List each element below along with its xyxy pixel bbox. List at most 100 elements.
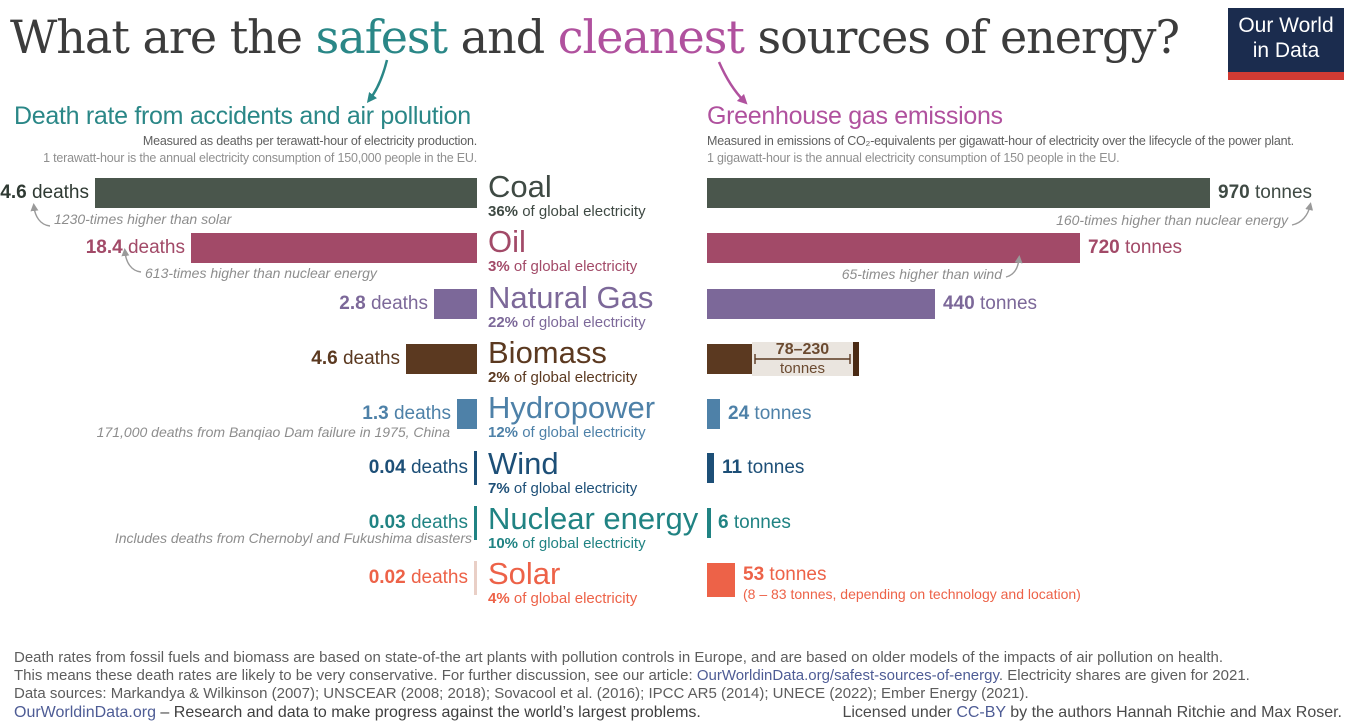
wind-label: Wind 7% of global electricity (488, 447, 637, 497)
natural-gas-deaths-unit: deaths (370, 293, 428, 314)
natural-gas-label: Natural Gas 22% of global electricity (488, 281, 653, 331)
footer-line2-post: . Electricity shares are given for 2021. (998, 667, 1250, 684)
nuclear-name: Nuclear energy (488, 501, 699, 536)
wind-death-bar (474, 451, 477, 485)
footer-article-link[interactable]: OurWorldinData.org/safest-sources-of-ene… (696, 667, 999, 684)
right-panel-subtitle1: Measured in emissions of CO₂-equivalents… (707, 134, 1294, 148)
page-title: What are the safest and cleanest sources… (10, 10, 1180, 64)
natural-gas-share: 22% of global electricity (488, 314, 646, 331)
oil-tonnes-number: 720 (1088, 237, 1120, 258)
coal-death-bar (95, 178, 477, 208)
oil-tonnes-value: 720 tonnes (1088, 233, 1182, 263)
oil-emission-bar (707, 233, 1080, 263)
left-panel-heading: Death rate from accidents and air pollut… (14, 102, 471, 130)
hydropower-deaths-annotation: 171,000 deaths from Banqiao Dam failure … (96, 424, 450, 440)
nuclear-share: 10% of global electricity (488, 535, 646, 552)
coal-name: Coal (488, 169, 552, 204)
footer-owid-line: OurWorldinData.org – Research and data t… (14, 704, 701, 721)
solar-death-bar (474, 561, 477, 595)
nuclear-tonnes-number: 6 (718, 512, 729, 533)
hydropower-share: 12% of global electricity (488, 424, 646, 441)
hydropower-deaths-number: 1.3 (362, 403, 389, 424)
hydropower-tonnes-number: 24 (728, 403, 750, 424)
solar-tonnes-number: 53 (743, 564, 765, 585)
natural-gas-tonnes-unit: tonnes (979, 293, 1038, 314)
nuclear-tonnes-unit: tonnes (733, 512, 791, 533)
solar-label: Solar 4% of global electricity (488, 557, 637, 607)
hydropower-tonnes-value: 24 tonnes (728, 399, 811, 429)
cleanest-arrow (717, 61, 748, 105)
nuclear-emission-bar (707, 508, 711, 538)
license-post: by the authors Hannah Ritchie and Max Ro… (1005, 704, 1342, 721)
hydropower-name: Hydropower (488, 390, 656, 425)
footer-line2: This means these death rates are likely … (14, 667, 1250, 684)
natural-gas-deaths-value: 2.8 deaths (339, 289, 428, 319)
natural-gas-death-bar (434, 289, 477, 319)
oil-deaths-unit: deaths (127, 237, 185, 258)
coal-deaths-unit: deaths (31, 182, 89, 203)
footer-license: Licensed under CC-BY by the authors Hann… (842, 704, 1342, 721)
biomass-deaths-value: 4.6 deaths (311, 344, 400, 374)
natural-gas-tonnes-value: 440 tonnes (943, 289, 1037, 319)
coal-deaths-value: 24.6 deaths (0, 178, 89, 208)
biomass-death-bar (406, 344, 477, 374)
left-panel-subtitle1: Measured as deaths per terawatt-hour of … (142, 134, 477, 148)
wind-tonnes-unit: tonnes (747, 457, 805, 478)
right-panel-subtitle2: 1 gigawatt-hour is the annual electricit… (707, 151, 1120, 165)
solar-deaths-number: 0.02 (368, 567, 406, 588)
title-part3: sources of energy? (743, 10, 1180, 64)
nuclear-deaths-unit: deaths (410, 512, 468, 533)
coal-tonnes-number: 970 (1218, 182, 1250, 203)
solar-tonnes-unit: tonnes (769, 564, 827, 585)
footer-line2-pre: This means these death rates are likely … (14, 667, 697, 684)
footer-owid-tagline: – Research and data to make progress aga… (155, 704, 701, 721)
left-panel-subtitle2: 1 terawatt-hour is the annual electricit… (43, 151, 477, 165)
hydropower-deaths-unit: deaths (393, 403, 451, 424)
nuclear-label: Nuclear energy 10% of global electricity (488, 502, 698, 552)
coal-deaths-annotation-arrow (30, 203, 51, 227)
owid-logo: Our World in Data (1228, 8, 1344, 80)
oil-label: Oil 3% of global electricity (488, 225, 637, 275)
wind-deaths-number: 0.04 (368, 457, 406, 478)
oil-tonnes-unit: tonnes (1124, 237, 1183, 258)
title-word-safest: safest (315, 10, 448, 64)
hydropower-deaths-value: 1.3 deaths (362, 399, 451, 429)
solar-share: 4% of global electricity (488, 590, 638, 607)
natural-gas-deaths-number: 2.8 (339, 293, 366, 314)
oil-name: Oil (488, 224, 526, 259)
natural-gas-tonnes-number: 440 (943, 293, 975, 314)
footer-line1: Death rates from fossil fuels and biomas… (14, 649, 1224, 666)
nuclear-deaths-value: 0.03 deaths (369, 508, 468, 538)
title-word-cleanest: cleanest (557, 10, 745, 64)
biomass-deaths-number: 4.6 (311, 348, 338, 369)
biomass-name: Biomass (488, 335, 607, 370)
nuclear-deaths-annotation: Includes deaths from Chernobyl and Fukus… (114, 530, 472, 546)
coal-deaths-annotation: 1230-times higher than solar (54, 211, 232, 227)
solar-emission-bar (707, 563, 735, 597)
wind-name: Wind (488, 446, 559, 481)
wind-emission-bar (707, 453, 714, 483)
solar-deaths-unit: deaths (410, 567, 468, 588)
oil-emission-annotation: 65-times higher than wind (841, 266, 1002, 282)
solar-name: Solar (488, 556, 561, 591)
oil-deaths-number: 18.4 (85, 237, 123, 258)
owid-home-link[interactable]: OurWorldinData.org (14, 704, 156, 721)
oil-share: 3% of global electricity (488, 258, 638, 275)
cc-by-link[interactable]: CC-BY (956, 704, 1006, 721)
title-part2: and (447, 10, 558, 64)
oil-deaths-value: 18.4 deaths (86, 233, 185, 263)
coal-share: 36% of global electricity (488, 203, 646, 220)
wind-tonnes-value: 11 tonnes (722, 453, 804, 483)
coal-tonnes-unit: tonnes (1254, 182, 1313, 203)
owid-logo-line2: in Data (1252, 39, 1320, 62)
nuclear-deaths-number: 0.03 (368, 512, 406, 533)
biomass-emission-bar (707, 344, 752, 374)
biomass-share: 2% of global electricity (488, 369, 638, 386)
hydropower-tonnes-unit: tonnes (754, 403, 812, 424)
coal-emission-annotation: 160-times higher than nuclear energy (1056, 212, 1288, 228)
owid-logo-text: Our World in Data (1228, 8, 1344, 72)
coal-emission-annotation-arrow (1291, 202, 1314, 226)
wind-tonnes-number: 11 (722, 457, 743, 478)
wind-share: 7% of global electricity (488, 480, 638, 497)
